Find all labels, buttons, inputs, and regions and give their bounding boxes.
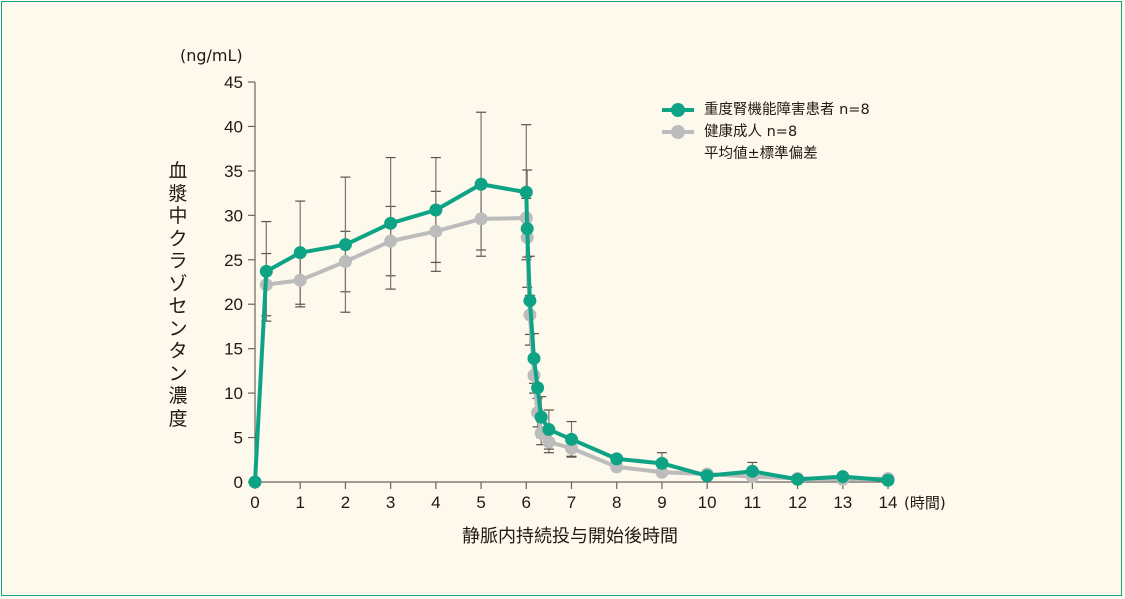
x-tick-label: 2 (341, 493, 350, 512)
data-point (429, 203, 443, 217)
data-point (791, 472, 805, 486)
data-point (531, 381, 545, 395)
legend-label-renal: 重度腎機能障害患者 n=8 (704, 102, 870, 118)
x-tick-label: 10 (698, 493, 717, 512)
x-tick-label: 5 (476, 493, 485, 512)
data-point (542, 435, 556, 449)
data-point (523, 294, 537, 308)
x-tick-label: 14 (879, 493, 898, 512)
data-point (259, 264, 273, 278)
data-point (527, 351, 541, 365)
data-point (429, 224, 443, 238)
data-point (520, 222, 534, 236)
data-point (474, 177, 488, 191)
y-tick-label: 25 (224, 251, 243, 270)
x-tick-label: 1 (295, 493, 304, 512)
legend-item-renal: 重度腎機能障害患者 n=8 (662, 99, 870, 121)
data-point (338, 255, 352, 269)
data-point (836, 470, 850, 484)
x-tick-label: 13 (833, 493, 852, 512)
x-tick-label: 6 (522, 493, 531, 512)
legend-label-healthy: 健康成人 n=8 (704, 124, 798, 140)
x-tick-label: 7 (567, 493, 576, 512)
y-tick-label: 5 (234, 429, 243, 448)
y-tick-label: 35 (224, 162, 243, 181)
data-point (881, 473, 895, 487)
x-tick-label: 12 (788, 493, 807, 512)
data-point (248, 475, 262, 489)
legend-swatch-healthy-icon (662, 121, 698, 143)
data-point (655, 456, 669, 470)
legend-item-healthy: 健康成人 n=8 (662, 121, 870, 143)
data-point (655, 465, 669, 479)
data-point (293, 273, 307, 287)
legend-note: 平均値±標準偏差 (704, 146, 818, 162)
series-line (253, 182, 889, 483)
y-tick-label: 40 (224, 117, 243, 136)
x-tick-label: 8 (612, 493, 621, 512)
data-point (474, 212, 488, 226)
x-tick-label: 3 (386, 493, 395, 512)
data-point (745, 464, 759, 478)
data-point (565, 432, 578, 446)
x-tick-label: 9 (657, 493, 666, 512)
data-point (293, 246, 307, 260)
data-point (542, 423, 556, 437)
data-point (700, 469, 714, 483)
y-tick-label: 15 (224, 340, 243, 359)
y-axis-unit: (ng/mL) (180, 46, 243, 65)
x-tick-label: 4 (431, 493, 440, 512)
y-tick-label: 45 (224, 73, 243, 92)
y-tick-label: 10 (224, 384, 243, 403)
y-axis-label: 血漿中クラゾセンタン濃度 (168, 160, 188, 430)
data-point (384, 234, 398, 248)
data-point (519, 185, 533, 199)
x-axis-label: 静脈内持続投与開始後時間 (462, 526, 678, 547)
y-tick-label: 0 (234, 473, 243, 492)
x-tick-label: 11 (744, 493, 762, 512)
y-tick-label: 20 (224, 295, 243, 314)
data-point (338, 238, 352, 252)
data-point (610, 452, 624, 466)
data-point (384, 216, 398, 230)
x-axis-unit: (時間) (904, 494, 946, 512)
y-tick-label: 30 (224, 206, 243, 225)
legend: 重度腎機能障害患者 n=8 健康成人 n=8 平均値±標準偏差 (662, 99, 870, 165)
data-point (565, 441, 578, 455)
data-point (534, 410, 548, 424)
legend-swatch-renal-icon (662, 99, 698, 121)
x-tick-label: 0 (250, 493, 259, 512)
